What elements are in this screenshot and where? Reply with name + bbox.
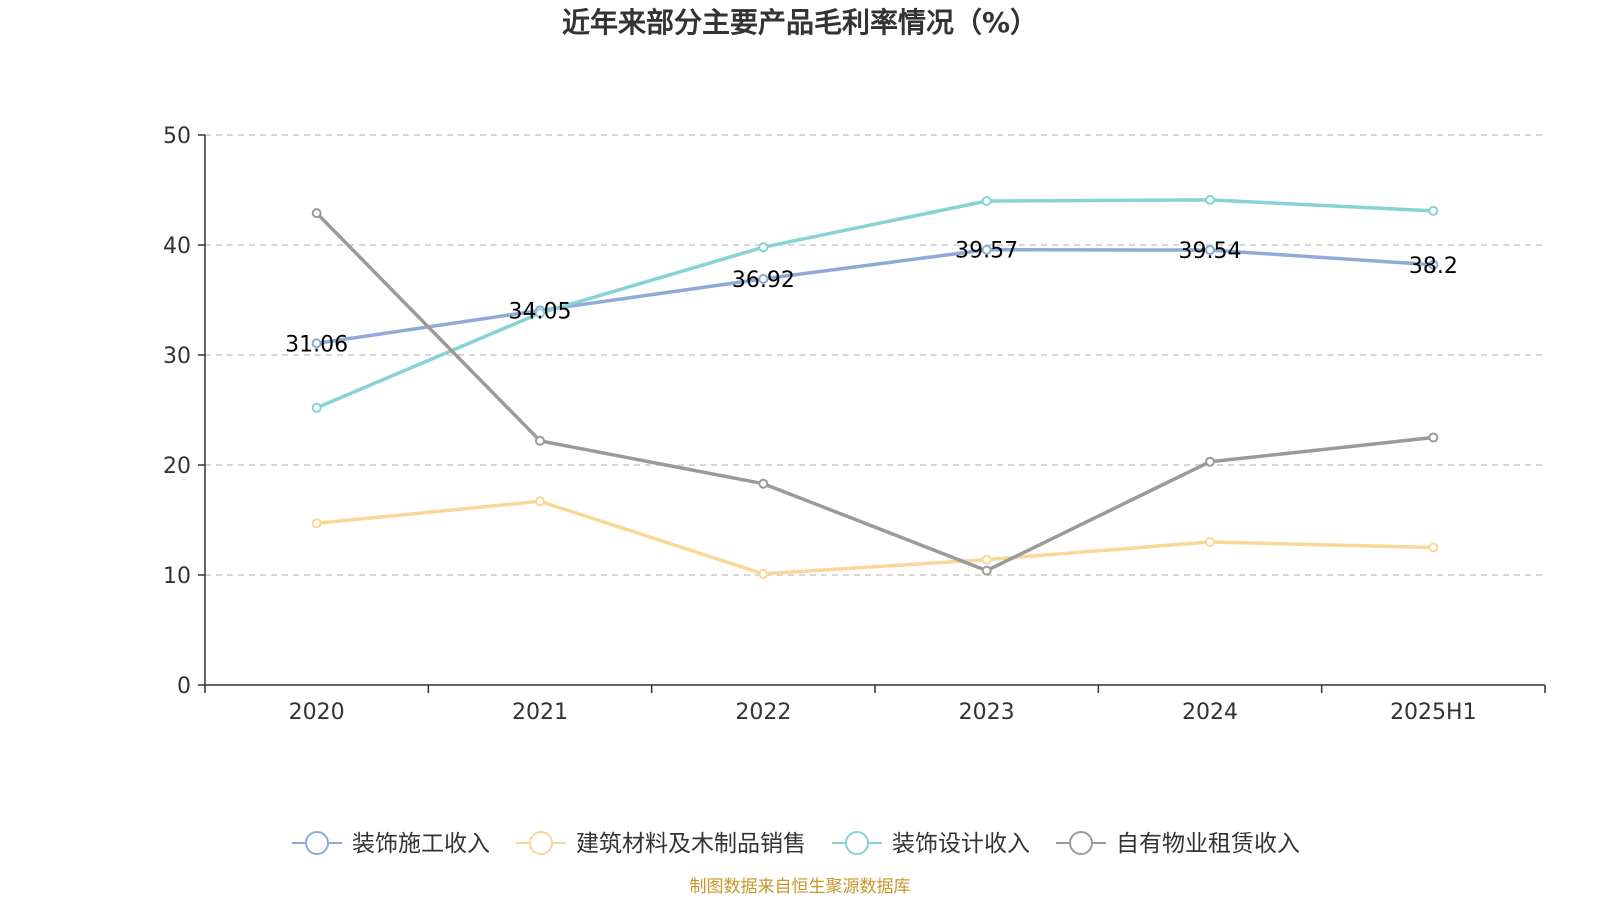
- series-3: [311, 208, 1439, 576]
- y-tick-label: 50: [163, 124, 191, 149]
- legend-item[interactable]: 自有物业租赁收入: [1056, 831, 1300, 857]
- data-point[interactable]: [758, 568, 769, 579]
- legend-label: 建筑材料及木制品销售: [576, 831, 806, 857]
- data-point[interactable]: [535, 496, 545, 507]
- data-point[interactable]: [1205, 245, 1215, 256]
- series-1: [311, 496, 1439, 579]
- series-2: [311, 194, 1439, 413]
- data-point[interactable]: [981, 244, 992, 255]
- series-line: [315, 198, 1434, 410]
- legend-marker-icon: [305, 831, 329, 855]
- series-line: [316, 247, 1434, 346]
- legend-label: 装饰施工收入: [352, 831, 490, 857]
- data-point[interactable]: [311, 402, 322, 413]
- data-point[interactable]: [535, 308, 545, 319]
- data-label: 31.06: [285, 332, 348, 357]
- series-line: [315, 211, 1434, 573]
- legend-label: 装饰设计收入: [892, 831, 1030, 857]
- data-point[interactable]: [1205, 194, 1215, 205]
- data-labels: 31.06 34.05 36.92 39.57 39.54 38.2: [285, 239, 1458, 358]
- legend-label: 自有物业租赁收入: [1116, 831, 1300, 857]
- data-label: 39.54: [1179, 239, 1242, 264]
- data-point[interactable]: [1205, 456, 1215, 467]
- legend-item[interactable]: 装饰施工收入: [292, 831, 490, 857]
- data-point[interactable]: [1428, 259, 1439, 270]
- data-point[interactable]: [981, 554, 992, 565]
- data-label: 34.05: [509, 299, 572, 324]
- data-label: 39.57: [955, 239, 1018, 264]
- axes: 0 10 20 30 40 50 2020 2021 2022 2023 2024 2025H1: [163, 124, 1546, 725]
- y-tick-label: 30: [163, 344, 191, 369]
- data-point[interactable]: [311, 518, 322, 529]
- data-label: 36.92: [732, 268, 795, 293]
- data-point[interactable]: [758, 273, 769, 284]
- series-lines: [311, 194, 1439, 579]
- data-point[interactable]: [758, 242, 769, 253]
- legend-item[interactable]: 建筑材料及木制品销售: [516, 831, 806, 857]
- data-point[interactable]: [981, 565, 992, 576]
- data-point[interactable]: [535, 435, 545, 446]
- chart-title: 近年来部分主要产品毛利率情况（%）: [562, 6, 1038, 39]
- legend: 装饰施工收入 建筑材料及木制品销售 装饰设计收入 自有物业租赁收入: [292, 831, 1300, 857]
- x-tick-label: 2023: [959, 700, 1015, 725]
- x-tick-label: 2021: [512, 700, 568, 725]
- data-point[interactable]: [311, 338, 322, 349]
- data-point[interactable]: [1428, 205, 1439, 216]
- data-point[interactable]: [981, 196, 992, 206]
- data-point[interactable]: [758, 478, 769, 489]
- data-point[interactable]: [311, 208, 322, 219]
- legend-item[interactable]: 装饰设计收入: [832, 831, 1030, 857]
- data-point[interactable]: [1428, 432, 1439, 443]
- legend-marker-icon: [529, 831, 553, 855]
- y-tick-label: 20: [163, 454, 191, 479]
- x-tick-label: 2025H1: [1390, 700, 1477, 725]
- legend-marker-icon: [1069, 831, 1093, 855]
- series-0: [311, 244, 1439, 349]
- y-tick-label: 40: [163, 234, 191, 259]
- x-tick-label: 2022: [735, 700, 791, 725]
- y-tick-label: 0: [177, 674, 191, 699]
- x-tick-label: 2024: [1182, 700, 1238, 725]
- data-point[interactable]: [1205, 537, 1215, 547]
- legend-marker-icon: [845, 831, 869, 855]
- grid-lines: [205, 134, 1545, 576]
- source-note: 制图数据来自恒生聚源数据库: [690, 877, 911, 897]
- data-label: 38.2: [1409, 254, 1458, 279]
- x-tick-label: 2020: [289, 700, 345, 725]
- data-point[interactable]: [1428, 542, 1439, 553]
- series-line: [316, 499, 1434, 576]
- y-tick-label: 10: [163, 564, 191, 589]
